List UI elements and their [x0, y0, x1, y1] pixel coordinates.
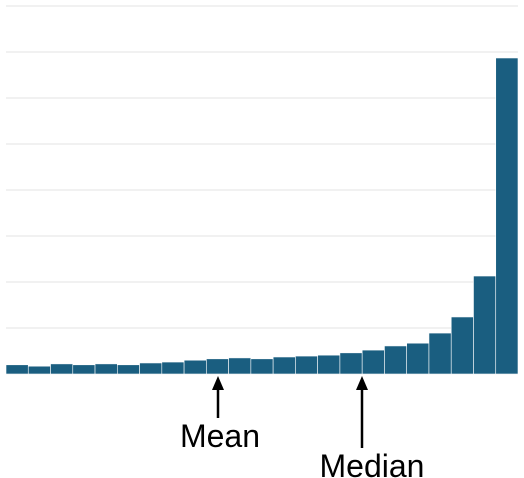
- bar: [473, 275, 497, 375]
- bar: [384, 345, 407, 375]
- bar: [272, 356, 296, 375]
- bar: [5, 364, 29, 375]
- mean-arrowhead: [212, 376, 224, 390]
- bar: [139, 362, 163, 375]
- bar: [50, 363, 74, 375]
- bar: [295, 355, 318, 375]
- bar: [94, 363, 118, 375]
- bar: [495, 57, 519, 375]
- bar: [450, 316, 474, 375]
- bar: [117, 364, 140, 375]
- bar: [183, 359, 207, 375]
- bar: [361, 349, 385, 375]
- bar: [27, 365, 51, 375]
- bars: [5, 57, 519, 375]
- bar: [206, 358, 229, 375]
- median-arrowhead: [356, 376, 368, 390]
- bar: [428, 332, 452, 375]
- annotation: Median: [320, 448, 425, 478]
- bar: [339, 352, 363, 375]
- bar: [228, 357, 252, 375]
- bar: [317, 354, 341, 375]
- bar: [406, 342, 430, 375]
- annotation: Mean: [180, 418, 260, 454]
- bar: [161, 361, 185, 375]
- bar: [72, 364, 96, 375]
- bar: [250, 358, 274, 375]
- grid: [6, 5, 518, 375]
